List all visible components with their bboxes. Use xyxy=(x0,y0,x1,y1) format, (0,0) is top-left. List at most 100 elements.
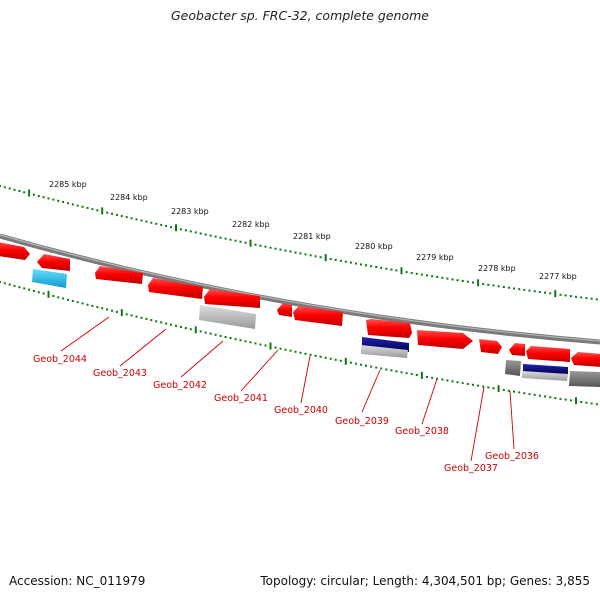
minor-tick xyxy=(52,198,55,201)
minor-tick xyxy=(390,369,393,372)
gene-label[interactable]: Geob_2042 xyxy=(153,380,207,391)
minor-tick xyxy=(426,375,428,378)
minor-tick xyxy=(160,321,163,324)
grey-feature[interactable] xyxy=(199,305,256,329)
minor-tick xyxy=(533,393,536,396)
gene-label[interactable]: Geob_2038 xyxy=(395,426,449,437)
minor-tick xyxy=(405,372,408,375)
minor-tick xyxy=(395,370,398,373)
minor-tick xyxy=(3,186,6,189)
minor-tick xyxy=(96,209,99,212)
minor-tick xyxy=(533,290,536,293)
minor-tick xyxy=(595,298,598,301)
minor-tick xyxy=(199,232,202,235)
rna-feature[interactable] xyxy=(32,269,67,288)
minor-tick xyxy=(269,246,272,249)
minor-tick xyxy=(461,280,464,282)
gene-arrow[interactable] xyxy=(509,343,525,356)
gene-arrow[interactable] xyxy=(479,339,502,354)
minor-tick xyxy=(264,245,267,248)
ruler-label: 2285 kbp xyxy=(49,180,87,189)
minor-tick xyxy=(370,365,373,368)
gene-label[interactable]: Geob_2043 xyxy=(93,368,147,379)
minor-tick xyxy=(101,307,104,310)
gene-label[interactable]: Geob_2039 xyxy=(335,416,389,427)
gene-arrow[interactable] xyxy=(526,346,570,362)
minor-tick xyxy=(279,248,282,251)
minor-tick xyxy=(170,226,172,229)
grey-dark-feature[interactable] xyxy=(505,360,521,376)
minor-tick xyxy=(284,348,287,351)
minor-tick xyxy=(380,367,383,370)
gene-arrow[interactable] xyxy=(37,254,70,271)
gene-arrow[interactable] xyxy=(204,289,260,308)
major-tick xyxy=(420,371,423,379)
inner-ruler xyxy=(0,281,598,406)
gene-label[interactable]: Geob_2044 xyxy=(33,354,87,365)
leader-line xyxy=(470,386,485,462)
gene-arrow[interactable] xyxy=(148,278,203,299)
gene-label[interactable]: Geob_2036 xyxy=(485,451,539,462)
major-tick xyxy=(477,279,480,287)
minor-tick xyxy=(0,185,1,187)
minor-tick xyxy=(502,388,505,391)
minor-tick xyxy=(334,258,337,261)
grey-dark-feature[interactable] xyxy=(569,371,600,387)
minor-tick xyxy=(365,364,367,367)
minor-tick xyxy=(441,276,444,279)
minor-tick xyxy=(360,263,362,266)
gene-arrow[interactable] xyxy=(366,319,412,338)
minor-tick xyxy=(549,292,552,295)
navy-feature[interactable] xyxy=(523,364,568,374)
gene-arrow[interactable] xyxy=(0,242,30,260)
minor-tick xyxy=(319,355,322,358)
minor-tick xyxy=(244,340,247,343)
minor-tick xyxy=(538,394,541,397)
minor-tick xyxy=(0,281,1,283)
minor-tick xyxy=(135,315,138,318)
gene-label[interactable]: Geob_2037 xyxy=(444,463,498,474)
major-tick xyxy=(269,342,272,350)
grey-feature[interactable] xyxy=(522,371,568,381)
gene-label[interactable]: Geob_2040 xyxy=(274,405,328,416)
minor-tick xyxy=(329,357,332,360)
minor-tick xyxy=(380,266,383,269)
minor-tick xyxy=(446,277,449,280)
minor-tick xyxy=(130,314,133,317)
leader-line xyxy=(421,378,438,425)
minor-tick xyxy=(405,271,408,274)
major-tick xyxy=(194,326,197,334)
minor-tick xyxy=(204,331,207,334)
minor-tick xyxy=(28,288,31,291)
minor-tick xyxy=(590,402,593,405)
major-tick xyxy=(120,309,123,317)
minor-tick xyxy=(239,240,242,243)
minor-tick xyxy=(67,202,69,205)
gene-label[interactable]: Geob_2041 xyxy=(214,393,268,404)
minor-tick xyxy=(194,231,197,234)
minor-tick xyxy=(385,267,388,270)
minor-tick xyxy=(451,380,454,383)
gene-arrow[interactable] xyxy=(571,352,600,367)
gene-arrow[interactable] xyxy=(277,303,292,317)
ruler-label: 2278 kbp xyxy=(478,264,516,273)
minor-tick xyxy=(155,320,158,323)
minor-tick xyxy=(289,250,292,253)
ruler-label: 2284 kbp xyxy=(110,193,148,202)
gene-arrow[interactable] xyxy=(417,330,473,349)
minor-tick xyxy=(184,229,187,232)
major-tick xyxy=(400,267,403,275)
minor-tick xyxy=(544,291,546,294)
minor-tick xyxy=(456,381,459,384)
minor-tick xyxy=(456,279,459,282)
minor-tick xyxy=(585,401,588,404)
minor-tick xyxy=(219,236,222,239)
minor-tick xyxy=(254,243,257,246)
gene-arrow[interactable] xyxy=(293,306,343,326)
major-tick xyxy=(554,290,557,298)
grey-feature[interactable] xyxy=(361,345,408,358)
minor-tick xyxy=(13,284,16,287)
gene-arrow[interactable] xyxy=(95,266,143,284)
minor-tick xyxy=(339,259,342,262)
